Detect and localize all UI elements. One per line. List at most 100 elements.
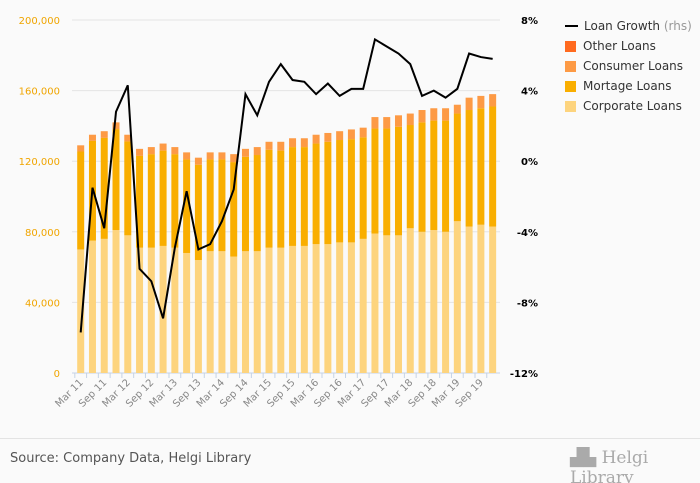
bar-corporate-loans	[442, 231, 450, 373]
bar-corporate-loans	[253, 251, 261, 373]
bar-mortage-loans	[171, 154, 179, 248]
legend: Loan Growth (rhs) Other Loans Consumer L…	[565, 16, 692, 116]
y-tick-label: 0	[54, 369, 60, 380]
bar-mortage-loans	[218, 159, 226, 252]
bar-mortage-loans	[253, 155, 261, 252]
bar-mortage-loans	[477, 108, 485, 225]
helgi-library-logo[interactable]: ▟▙ Helgi Library	[570, 448, 649, 483]
footer-divider	[0, 438, 700, 439]
legend-item-other-loans[interactable]: Other Loans	[565, 36, 692, 56]
bar-corporate-loans	[277, 247, 285, 373]
bar-mortage-loans	[77, 151, 85, 250]
bar-consumer-loans	[394, 115, 402, 127]
loan-growth-line	[79, 37, 493, 333]
bar-consumer-loans	[430, 108, 438, 121]
bar-consumer-loans	[312, 134, 320, 144]
bar-mortage-loans	[383, 128, 391, 236]
bar-mortage-loans	[430, 120, 438, 231]
bar-consumer-loans	[124, 134, 132, 142]
source-text: Source: Company Data, Helgi Library	[10, 451, 252, 466]
bar-corporate-loans	[300, 245, 308, 373]
y2-tick-label: 0%	[521, 157, 538, 168]
bar-mortage-loans	[277, 150, 285, 248]
swatch	[565, 60, 576, 72]
y2-tick-label: 8%	[521, 16, 538, 27]
bar-corporate-loans	[394, 235, 402, 373]
bar-consumer-loans	[136, 148, 144, 156]
bar-corporate-loans	[465, 226, 473, 373]
bar-consumer-loans	[147, 147, 155, 155]
bar-mortage-loans	[194, 164, 202, 261]
bar-mortage-loans	[336, 140, 344, 243]
bar-corporate-loans	[489, 226, 497, 373]
legend-item-mortgage-loans[interactable]: Mortage Loans	[565, 76, 692, 96]
swatch	[565, 80, 576, 92]
bar-corporate-loans	[347, 242, 355, 373]
bar-corporate-loans	[112, 230, 120, 373]
bar-consumer-loans	[194, 157, 202, 165]
bar-corporate-loans	[265, 247, 273, 373]
bar-consumer-loans	[383, 117, 391, 129]
bar-mortage-loans	[453, 113, 461, 222]
bar-corporate-loans	[324, 244, 332, 373]
bar-mortage-loans	[442, 120, 450, 232]
bar-mortage-loans	[324, 141, 332, 245]
legend-item-consumer-loans[interactable]: Consumer Loans	[565, 56, 692, 76]
bar-corporate-loans	[100, 238, 108, 373]
bar-consumer-loans	[265, 141, 273, 150]
bar-mortage-loans	[406, 125, 414, 229]
bar-corporate-loans	[418, 231, 426, 373]
bar-consumer-loans	[489, 94, 497, 107]
bar-consumer-loans	[159, 143, 167, 151]
bar-mortage-loans	[136, 155, 144, 248]
y2-tick-label: -8%	[517, 298, 538, 309]
bar-corporate-loans	[77, 249, 85, 373]
bar-mortage-loans	[300, 147, 308, 246]
bar-consumer-loans	[100, 131, 108, 138]
bar-corporate-loans	[183, 252, 191, 373]
legend-item-corporate-loans[interactable]: Corporate Loans	[565, 96, 692, 116]
bar-corporate-loans	[159, 245, 167, 373]
bar-corporate-loans	[88, 240, 96, 373]
legend-item-loan-growth[interactable]: Loan Growth (rhs)	[565, 16, 692, 36]
bar-mortage-loans	[159, 150, 167, 246]
bar-consumer-loans	[112, 122, 120, 130]
bar-consumer-loans	[77, 145, 85, 152]
bar-corporate-loans	[241, 251, 249, 373]
bar-corporate-loans	[477, 224, 485, 373]
bar-consumer-loans	[253, 147, 261, 156]
bar-consumer-loans	[347, 129, 355, 140]
bar-mortage-loans	[289, 147, 297, 246]
bar-consumer-loans	[230, 154, 238, 163]
bar-mortage-loans	[100, 137, 108, 239]
bar-mortage-loans	[312, 143, 320, 245]
bar-mortage-loans	[418, 122, 426, 232]
bar-corporate-loans	[136, 247, 144, 373]
bar-mortage-loans	[112, 129, 120, 231]
y2-tick-label: -12%	[510, 369, 538, 380]
bar-mortage-loans	[489, 106, 497, 227]
bar-consumer-loans	[324, 132, 332, 142]
y2-tick-label: 4%	[521, 87, 538, 98]
bar-corporate-loans	[218, 251, 226, 373]
bar-consumer-loans	[171, 147, 179, 155]
bar-corporate-loans	[453, 221, 461, 373]
bar-corporate-loans	[430, 230, 438, 373]
bar-consumer-loans	[359, 127, 367, 138]
y2-tick-label: -4%	[517, 228, 538, 239]
bar-consumer-loans	[289, 138, 297, 148]
swatch	[565, 40, 576, 52]
bar-corporate-loans	[336, 242, 344, 373]
bar-mortage-loans	[183, 159, 191, 253]
bar-consumer-loans	[241, 148, 249, 157]
bar-mortage-loans	[124, 141, 132, 236]
bar-mortage-loans	[465, 110, 473, 227]
bar-mortage-loans	[147, 154, 155, 248]
bar-corporate-loans	[171, 247, 179, 373]
bar-consumer-loans	[442, 108, 450, 121]
bar-consumer-loans	[418, 110, 426, 123]
bar-consumer-loans	[300, 138, 308, 148]
bar-mortage-loans	[394, 126, 402, 236]
bar-mortage-loans	[347, 139, 355, 243]
